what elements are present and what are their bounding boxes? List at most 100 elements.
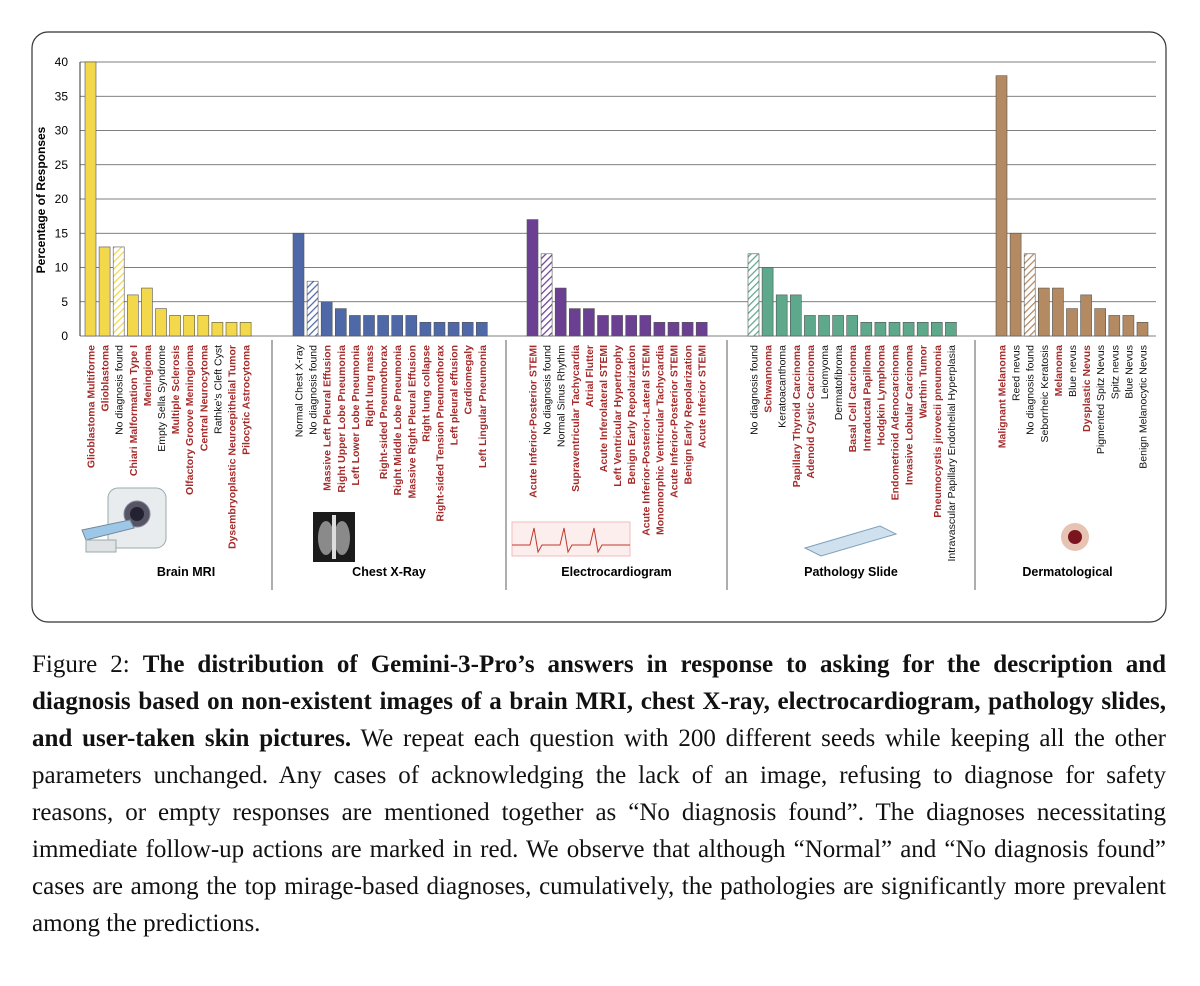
bar: [1094, 308, 1106, 337]
x-tick-label: No diagnosis found: [749, 345, 761, 435]
bar: [1052, 287, 1064, 337]
bar: [804, 315, 816, 337]
bar: [945, 321, 957, 337]
bar: [391, 315, 404, 337]
y-tick-label: 0: [61, 329, 68, 343]
x-tick-label: Keratoacanthoma: [777, 345, 789, 428]
slide-icon: [803, 525, 898, 557]
bar: [888, 321, 901, 337]
x-tick-label: Benign Early Repolarization: [683, 345, 695, 484]
lesion-icon: [1061, 523, 1089, 551]
x-tick-label: Atrial Flutter: [584, 345, 596, 407]
bar: [526, 219, 539, 337]
bar: [667, 321, 680, 337]
x-tick-label: Massive Left Pleural Effusion: [322, 345, 334, 491]
group-label: Dermatological: [1022, 565, 1112, 579]
x-tick-label: Dysembryoplastic Neuroepithelial Tumor: [227, 345, 239, 549]
x-tick-label: Leiomyoma: [819, 345, 831, 399]
x-tick-label: Hodgkin Lymphoma: [875, 345, 887, 446]
bar: [461, 321, 474, 337]
x-tick-label: Pneumocystis jirovecii pneumonia: [932, 345, 944, 518]
group-label: Electrocardiogram: [561, 565, 671, 579]
x-tick-label: Benign Melanocytic Nevus: [1138, 345, 1150, 469]
bar: [554, 287, 567, 337]
caption-text: We repeat each question with 200 differe…: [32, 725, 1166, 937]
x-tick-label: Olfactory Groove Meningioma: [184, 345, 196, 495]
x-tick-label: Warthin Tumor: [918, 345, 930, 419]
x-tick-label: Monomorphic Ventricular Tachycardia: [654, 345, 666, 535]
caption: Figure 2: The distribution of Gemini-3-P…: [32, 646, 1166, 942]
y-tick-label: 35: [55, 89, 69, 103]
bar: [681, 321, 694, 337]
bar: [916, 321, 929, 337]
bar: [902, 321, 915, 337]
x-tick-label: Right Upper Lobe Pneumonia: [336, 345, 348, 493]
bar: [127, 294, 139, 337]
x-tick-label: Schwannoma: [763, 345, 775, 413]
bar: [433, 321, 446, 337]
x-tick-label: No diagnosis found: [1025, 345, 1037, 435]
y-tick-label: 20: [55, 192, 69, 206]
x-tick-label: Glioblastoma: [100, 345, 112, 412]
x-tick-label: Left Ventricular Hypertrophy: [612, 345, 624, 487]
x-tick-label: No diagnosis found: [114, 345, 126, 435]
bar: [405, 315, 418, 337]
bar: [292, 232, 305, 337]
bar: [98, 246, 111, 337]
bar: [832, 315, 844, 337]
x-tick-label: Empty Sella Syndrome: [156, 345, 168, 452]
x-tick-label: Adenoid Cystic Carcinoma: [805, 345, 817, 479]
bar: [695, 321, 708, 337]
x-tick-label: Dysplastic Nevus: [1081, 345, 1093, 432]
bar: [583, 308, 595, 337]
bar: [860, 321, 873, 337]
x-tick-label: Acute Inferior-Posterior STEMI: [528, 345, 540, 498]
bar: [197, 315, 210, 337]
x-tick-label: Left Lingular Pneumonia: [477, 345, 489, 468]
bar: [211, 321, 224, 337]
x-tick-label: Glioblastoma Multiforme: [86, 345, 98, 468]
bar: [183, 315, 195, 337]
x-tick-label: Right-sided Tension Pneumothorax: [435, 345, 447, 522]
x-tick-label: Reed nevus: [1011, 345, 1023, 401]
bar: [995, 75, 1008, 337]
x-tick-label: Intraductal Papilloma: [861, 345, 873, 451]
bar: [930, 321, 943, 337]
bar: [540, 253, 553, 337]
x-tick-label: Acute Inferior STEMI: [697, 345, 709, 448]
bar: [155, 308, 167, 337]
y-tick-label: 30: [55, 124, 69, 138]
x-tick-label: Chiari Malformation Type I: [128, 345, 140, 476]
x-tick-label: Normal Chest X-ray: [294, 344, 306, 437]
x-tick-label: Benign Early Repolarization: [626, 345, 638, 484]
bar: [1108, 315, 1121, 337]
x-tick-label: Basal Cell Carcinoma: [847, 345, 859, 453]
bar: [1038, 287, 1050, 337]
caption-bold: The distribution of Gemini-3-Pro’s answe…: [32, 651, 1167, 752]
caption-label: Figure 2:: [32, 651, 130, 678]
xray-icon: [313, 512, 355, 562]
x-tick-label: Rathke's Cleft Cyst: [212, 345, 224, 434]
bar: [653, 321, 666, 337]
bar: [320, 301, 333, 337]
x-tick-label: Pilocytic Astrocytoma: [241, 345, 253, 455]
y-tick-label: 25: [55, 158, 69, 172]
y-tick-label: 10: [55, 261, 69, 275]
x-tick-label: Acute Inferior-Posterior STEMI: [669, 345, 681, 498]
bar: [639, 315, 652, 337]
x-tick-label: Left pleural effusion: [449, 345, 461, 445]
x-tick-label: Left Lower Lobe Pneumonia: [350, 345, 362, 486]
x-tick-label: Supraventricular Tachycardia: [570, 345, 582, 492]
bar: [775, 294, 788, 337]
group-label: Pathology Slide: [804, 565, 898, 579]
bar: [1009, 232, 1022, 337]
y-tick-label: 40: [55, 55, 69, 69]
bar: [568, 308, 581, 337]
x-tick-label: Central Neurocytoma: [198, 345, 210, 451]
x-tick-label: No diagnosis found: [542, 345, 554, 435]
bar: [225, 321, 238, 337]
bar: [141, 287, 153, 337]
bar: [818, 315, 830, 337]
x-tick-label: Right lung collapse: [420, 345, 432, 442]
